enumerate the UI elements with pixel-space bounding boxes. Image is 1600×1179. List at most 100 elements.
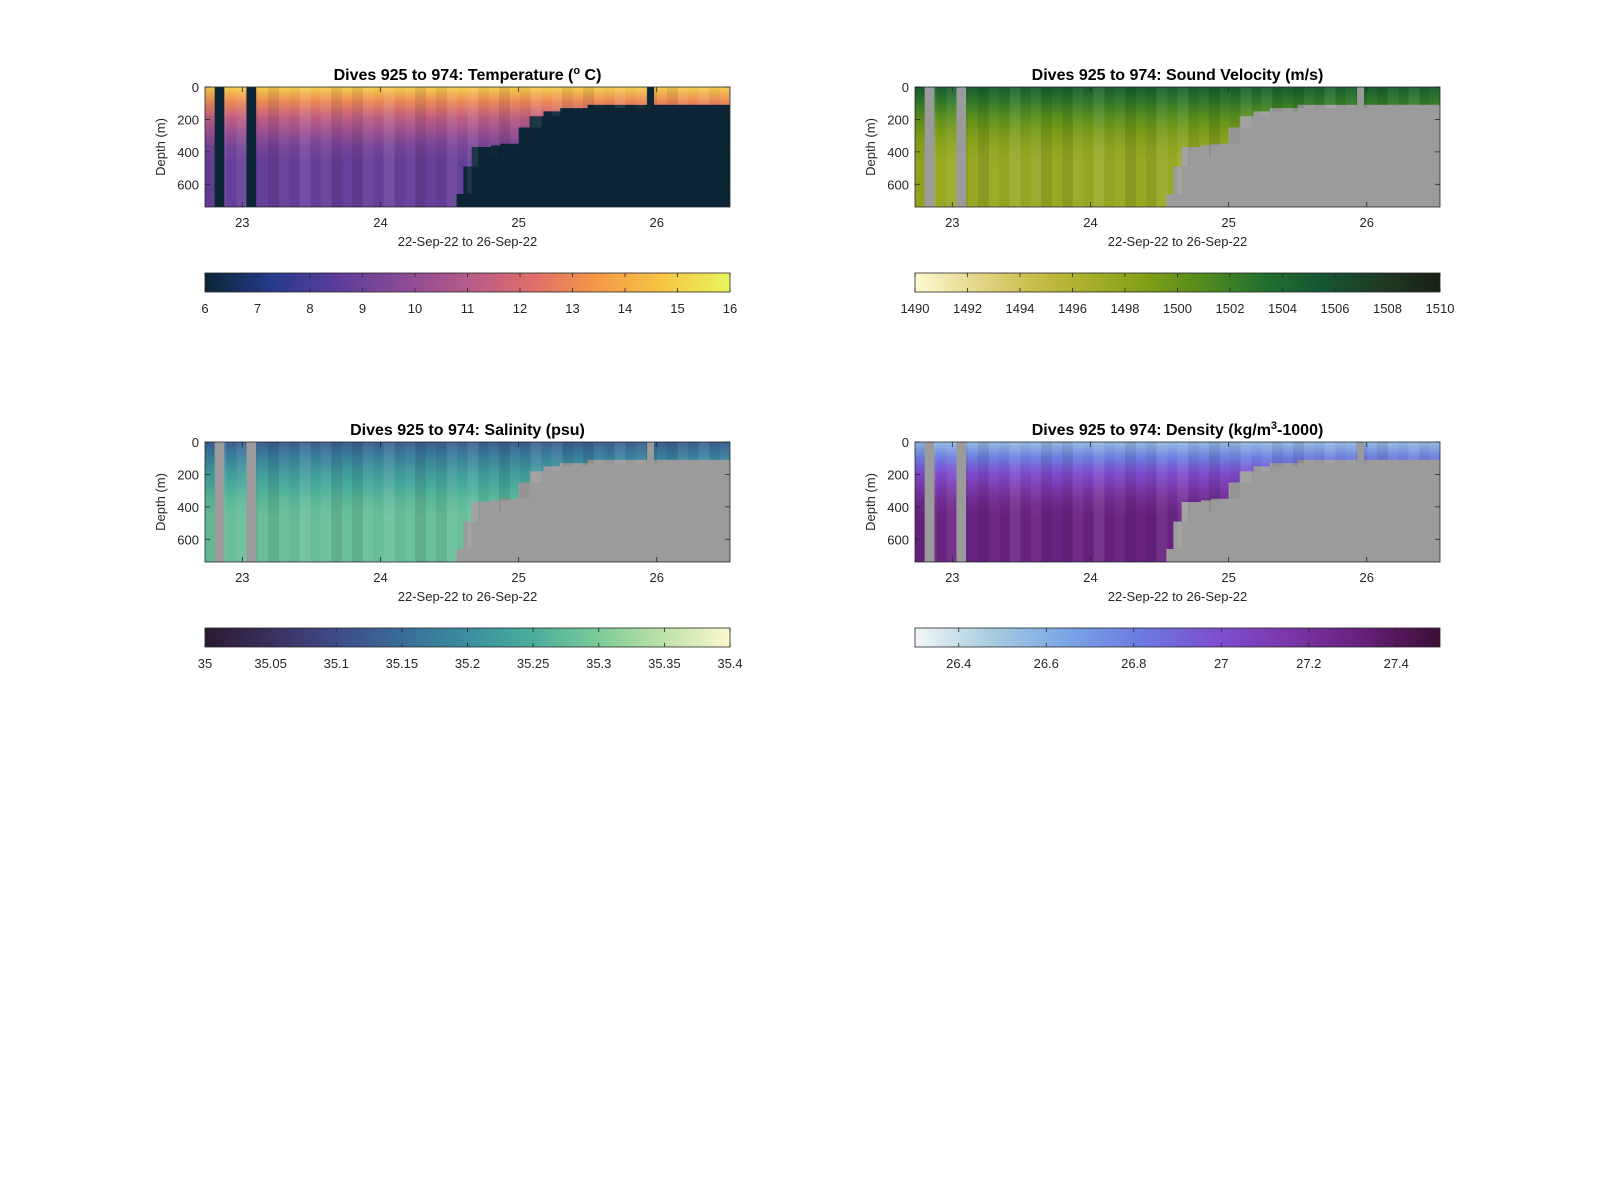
dive-stripe bbox=[299, 87, 311, 207]
dive-stripe bbox=[1072, 87, 1084, 207]
dive-stripe bbox=[394, 87, 405, 207]
plot-frame bbox=[204, 441, 731, 563]
heatmap-area bbox=[915, 442, 1440, 562]
colorbar-tick-label: 35.15 bbox=[386, 656, 419, 671]
colorbar-tick-label: 13 bbox=[565, 301, 579, 316]
y-tick-label: 600 bbox=[887, 177, 909, 192]
chart-title-text: Dives 925 to 974: Temperature ( bbox=[334, 67, 574, 84]
y-tick-label: 400 bbox=[177, 145, 199, 160]
dive-stripe bbox=[331, 87, 342, 207]
chart-title-superscript: o bbox=[573, 65, 580, 77]
dive-stripe bbox=[978, 87, 989, 207]
data-gap bbox=[956, 87, 967, 207]
seafloor-no-data bbox=[915, 459, 1440, 562]
chart-title: Dives 925 to 974: Temperature (o C) bbox=[334, 65, 602, 84]
dive-stripe bbox=[426, 87, 437, 207]
chart-title-text: Dives 925 to 974: Salinity (psu) bbox=[350, 422, 585, 439]
dive-stripe bbox=[415, 442, 426, 562]
dive-stripe bbox=[342, 87, 353, 207]
dive-stripe bbox=[946, 87, 958, 207]
y-tick-label: 200 bbox=[177, 467, 199, 482]
dive-stripe bbox=[1072, 442, 1084, 562]
colorbar-tick-label: 6 bbox=[201, 301, 208, 316]
dive-stripe bbox=[1052, 442, 1063, 562]
dive-stripe bbox=[968, 87, 979, 207]
dive-stripe bbox=[289, 87, 300, 207]
x-tick-label: 25 bbox=[1221, 570, 1235, 585]
data-gap bbox=[1357, 442, 1365, 562]
chart-title: Dives 925 to 974: Density (kg/m3-1000) bbox=[1032, 420, 1324, 439]
dive-stripe bbox=[467, 442, 479, 562]
dive-stripe bbox=[915, 442, 926, 562]
chart-title-tail: C) bbox=[580, 67, 601, 84]
data-gap bbox=[647, 442, 655, 562]
dive-stripe bbox=[268, 442, 279, 562]
dive-stripe bbox=[436, 87, 447, 207]
y-tick-label: 0 bbox=[192, 435, 199, 450]
dive-stripe bbox=[352, 87, 363, 207]
colorbar-tick-label: 12 bbox=[513, 301, 527, 316]
y-axis-label: Depth (m) bbox=[153, 473, 168, 531]
dive-stripe bbox=[320, 442, 332, 562]
y-tick-label: 0 bbox=[902, 435, 909, 450]
sound_velocity-chart: Dives 925 to 974: Sound Velocity (m/s) 0 2… bbox=[863, 67, 1455, 316]
water-column bbox=[205, 442, 730, 562]
chart-title-tail: -1000) bbox=[1277, 422, 1323, 439]
seafloor-no-data bbox=[205, 104, 730, 207]
dive-stripe bbox=[1156, 87, 1168, 207]
dive-stripe bbox=[373, 87, 384, 207]
data-gap bbox=[647, 87, 655, 207]
y-tick-label: 600 bbox=[887, 532, 909, 547]
dive-stripe bbox=[446, 87, 458, 207]
colorbar-tick-label: 26.6 bbox=[1034, 656, 1059, 671]
plot-frame bbox=[914, 441, 1441, 563]
dive-stripe bbox=[426, 442, 437, 562]
dive-stripe bbox=[236, 442, 248, 562]
dive-stripe bbox=[405, 87, 416, 207]
dive-stripe bbox=[331, 442, 342, 562]
x-axis-label: 22-Sep-22 to 26-Sep-22 bbox=[398, 234, 537, 249]
dive-stripe bbox=[205, 87, 216, 207]
colorbar-tick-label: 26.8 bbox=[1121, 656, 1146, 671]
dive-stripe bbox=[1167, 87, 1178, 207]
dive-stripe bbox=[373, 442, 384, 562]
x-tick-label: 26 bbox=[650, 215, 664, 230]
x-tick-label: 23 bbox=[235, 570, 249, 585]
heatmap-area bbox=[205, 442, 730, 562]
dive-stripe bbox=[226, 87, 237, 207]
y-tick-label: 600 bbox=[177, 532, 199, 547]
dive-stripe bbox=[1052, 87, 1063, 207]
plot-frame bbox=[204, 86, 731, 208]
y-axis-label: Depth (m) bbox=[863, 118, 878, 176]
colorbar-tick-label: 11 bbox=[461, 301, 475, 316]
density-chart: Dives 925 to 974: Density (kg/m3-1000) 0 2… bbox=[863, 420, 1441, 671]
plot-frame bbox=[914, 86, 1441, 208]
dive-stripe bbox=[1041, 87, 1052, 207]
y-tick-label: 0 bbox=[902, 80, 909, 95]
colorbar-tick-label: 27 bbox=[1214, 656, 1228, 671]
colorbar-tick-label: 35.05 bbox=[254, 656, 287, 671]
x-tick-label: 23 bbox=[945, 570, 959, 585]
dive-stripe bbox=[1062, 87, 1073, 207]
chart-title-text: Dives 925 to 974: Density (kg/m bbox=[1032, 422, 1271, 439]
salinity-chart: Dives 925 to 974: Salinity (psu) 0 200 400 6… bbox=[153, 422, 743, 671]
x-tick-label: 23 bbox=[235, 215, 249, 230]
dive-stripe bbox=[1083, 442, 1094, 562]
dive-stripe bbox=[1167, 442, 1178, 562]
dive-stripe bbox=[1083, 87, 1094, 207]
dive-stripe bbox=[362, 442, 374, 562]
colorbar-tick-label: 1502 bbox=[1216, 301, 1245, 316]
x-tick-label: 25 bbox=[511, 570, 525, 585]
dive-stripe bbox=[1009, 87, 1021, 207]
x-axis-label: 22-Sep-22 to 26-Sep-22 bbox=[398, 589, 537, 604]
dive-stripe bbox=[268, 87, 279, 207]
dive-stripe bbox=[1177, 442, 1189, 562]
dive-stripe bbox=[1146, 442, 1157, 562]
colorbar-tick-label: 1510 bbox=[1426, 301, 1455, 316]
dive-stripe bbox=[989, 87, 1000, 207]
dive-stripe bbox=[310, 442, 321, 562]
dive-stripe bbox=[258, 87, 269, 207]
data-gap bbox=[1357, 87, 1365, 207]
colorbar-tick-label: 35.4 bbox=[717, 656, 742, 671]
